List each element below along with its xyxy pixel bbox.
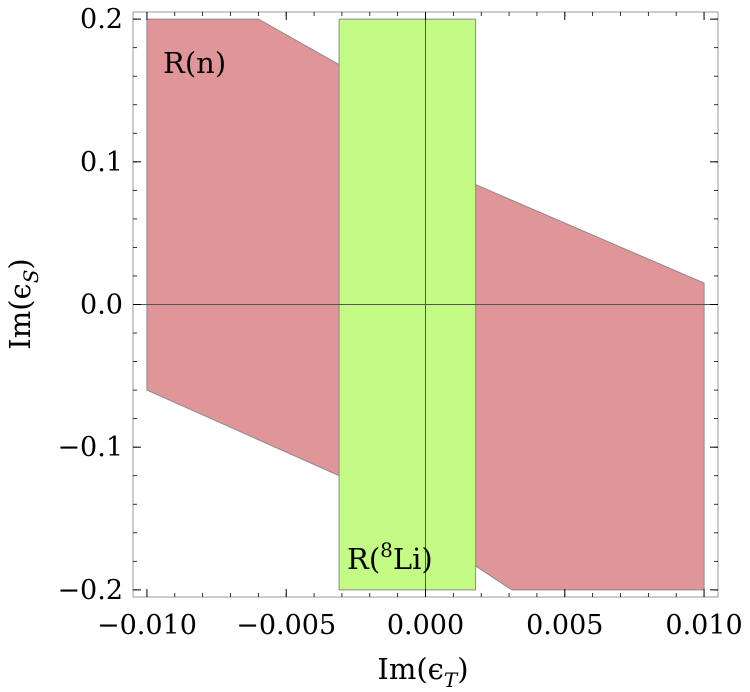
y-tick-label: 0.1 xyxy=(80,147,123,178)
y-tick-label: −0.1 xyxy=(57,432,123,463)
x-axis-title: Im(ϵT) xyxy=(377,652,468,692)
y-tick-label: 0.0 xyxy=(80,290,123,321)
y-axis-title: Im(ϵS) xyxy=(3,258,43,350)
y-tick-label: −0.2 xyxy=(57,575,123,606)
x-tick-label: 0.010 xyxy=(665,610,742,641)
ticks-layer: −0.010 −0.005 0.000 0.005 0.010 −0.2 −0.1 0.0 0.… xyxy=(57,4,742,641)
y-axis-title-sub: S xyxy=(19,270,43,284)
region-label-n: R(n) xyxy=(163,46,226,80)
y-tick-label: 0.2 xyxy=(80,4,123,35)
x-axis-title-sub: T xyxy=(444,668,459,692)
region-label-8li: R(8Li) xyxy=(347,538,433,576)
x-tick-label: 0.000 xyxy=(387,610,464,641)
x-tick-label: −0.010 xyxy=(97,610,197,641)
x-tick-label: 0.005 xyxy=(526,610,603,641)
x-tick-label: −0.005 xyxy=(236,610,336,641)
region-label-8li-sup: 8 xyxy=(380,538,393,562)
